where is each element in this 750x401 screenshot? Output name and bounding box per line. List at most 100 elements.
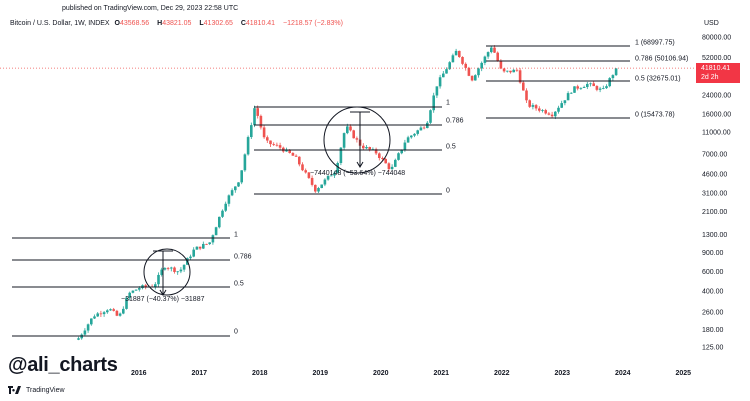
price-tick-label-0: 80000.00	[702, 35, 731, 42]
highlight-circle-0	[143, 248, 191, 296]
candle-body	[442, 73, 445, 78]
fib-level-label-0-0: 1	[234, 232, 238, 239]
candle-body	[448, 62, 451, 70]
candle-body	[77, 338, 80, 340]
candle-body	[323, 179, 327, 185]
measure-arrow-head-1	[356, 161, 364, 168]
candle-body	[374, 149, 378, 154]
candle-body	[198, 246, 202, 249]
candle-body	[400, 149, 403, 154]
candle-body	[125, 297, 128, 309]
candle-body	[179, 269, 183, 272]
fib-level-label-0-2: 0.5	[234, 281, 244, 288]
candle-body	[547, 113, 551, 115]
candle-body	[304, 170, 307, 173]
candle-body	[518, 70, 522, 83]
candle-body	[269, 140, 272, 145]
price-tick-label-7: 4600.00	[702, 172, 727, 179]
candle-body	[573, 86, 576, 93]
candle-body	[250, 125, 253, 138]
candle-body	[221, 210, 224, 217]
candle-body	[218, 216, 221, 228]
fib-level-label-1-2: 0.5	[446, 144, 456, 151]
candle-body	[538, 108, 541, 111]
candle-body	[256, 108, 259, 116]
candle-body	[86, 324, 90, 331]
fib-level-label-2-0: 1 (68997.75)	[635, 40, 675, 47]
time-tick-label-7: 2023	[555, 370, 571, 377]
candle-body	[432, 95, 435, 111]
candle-body	[138, 288, 141, 290]
fib-level-label-2-1: 0.786 (50106.94)	[635, 56, 688, 63]
candle-body	[362, 145, 365, 149]
candle-body	[352, 130, 355, 139]
candle-body	[144, 285, 147, 287]
candle-body	[237, 182, 240, 187]
fib-level-label-1-1: 0.786	[446, 118, 464, 125]
highlight-circles: −31887 (−40.37%) −31887 −7440148 (−53.64%…	[121, 106, 405, 303]
candle-body	[259, 115, 263, 128]
candle-body	[288, 149, 291, 153]
candle-body	[330, 175, 333, 177]
candle-body	[579, 87, 583, 89]
candle-body	[589, 83, 592, 85]
time-tick-label-4: 2020	[373, 370, 389, 377]
candle-body	[115, 310, 119, 316]
candle-body	[211, 235, 215, 243]
candle-body	[515, 69, 519, 71]
candle-body	[342, 133, 346, 148]
fib-level-label-2-3: 0 (15473.78)	[635, 112, 675, 119]
footer-brand[interactable]: TradingView	[8, 386, 65, 394]
time-tick-label-5: 2021	[434, 370, 450, 377]
candle-body	[246, 137, 250, 155]
candle-body	[544, 110, 547, 114]
candle-body	[128, 292, 131, 298]
price-tick-label-14: 260.00	[702, 309, 724, 316]
price-tick-label-6: 7000.00	[702, 151, 727, 158]
candle-body	[195, 246, 199, 250]
candle-body	[598, 88, 602, 90]
candle-body	[234, 186, 237, 191]
currency-label: USD	[704, 20, 719, 27]
candle-body	[384, 159, 387, 164]
candle-body	[240, 170, 243, 183]
candle-body	[397, 153, 400, 160]
candle-body	[205, 243, 208, 245]
ohlc-high: H43821.05	[157, 20, 192, 27]
candle-body	[554, 111, 557, 117]
measure-arrow-head-0	[159, 289, 167, 296]
candle-body	[602, 88, 605, 89]
ohlc-low: L41302.65	[199, 20, 233, 27]
candle-body	[90, 318, 93, 325]
candle-body	[112, 309, 115, 311]
candle-body	[490, 47, 493, 53]
price-tick-label-9: 2100.00	[702, 209, 727, 216]
candle-body	[307, 172, 311, 178]
candle-body	[154, 284, 157, 287]
fib-level-label-1-0: 1	[446, 100, 450, 107]
candle-body	[522, 82, 525, 91]
fib-level-label-1-3: 0	[446, 188, 450, 195]
price-tick-label-12: 600.00	[702, 269, 724, 276]
candle-body	[560, 103, 563, 108]
candle-body	[406, 137, 410, 143]
symbol-ohlc-bar: Bitcoin / U.S. Dollar, 1W, INDEX O43568.…	[10, 20, 346, 27]
candle-body	[557, 107, 560, 112]
candle-body	[608, 78, 611, 87]
tradingview-logo-icon	[8, 386, 21, 394]
price-tick-label-11: 900.00	[702, 250, 724, 257]
candle-body	[499, 61, 503, 69]
candle-body	[163, 268, 167, 270]
candle-body	[464, 63, 467, 68]
last-price-tag: 41810.41 2d 2h	[696, 63, 740, 83]
candle-body	[192, 249, 195, 257]
candle-body	[157, 274, 160, 285]
time-tick-label-9: 2025	[676, 370, 692, 377]
candle-body	[298, 156, 301, 165]
candle-body	[451, 55, 455, 63]
candle-body	[454, 50, 458, 56]
candle-body	[413, 133, 416, 136]
candle-body	[93, 316, 96, 319]
price-tick-label-13: 400.00	[702, 289, 724, 296]
